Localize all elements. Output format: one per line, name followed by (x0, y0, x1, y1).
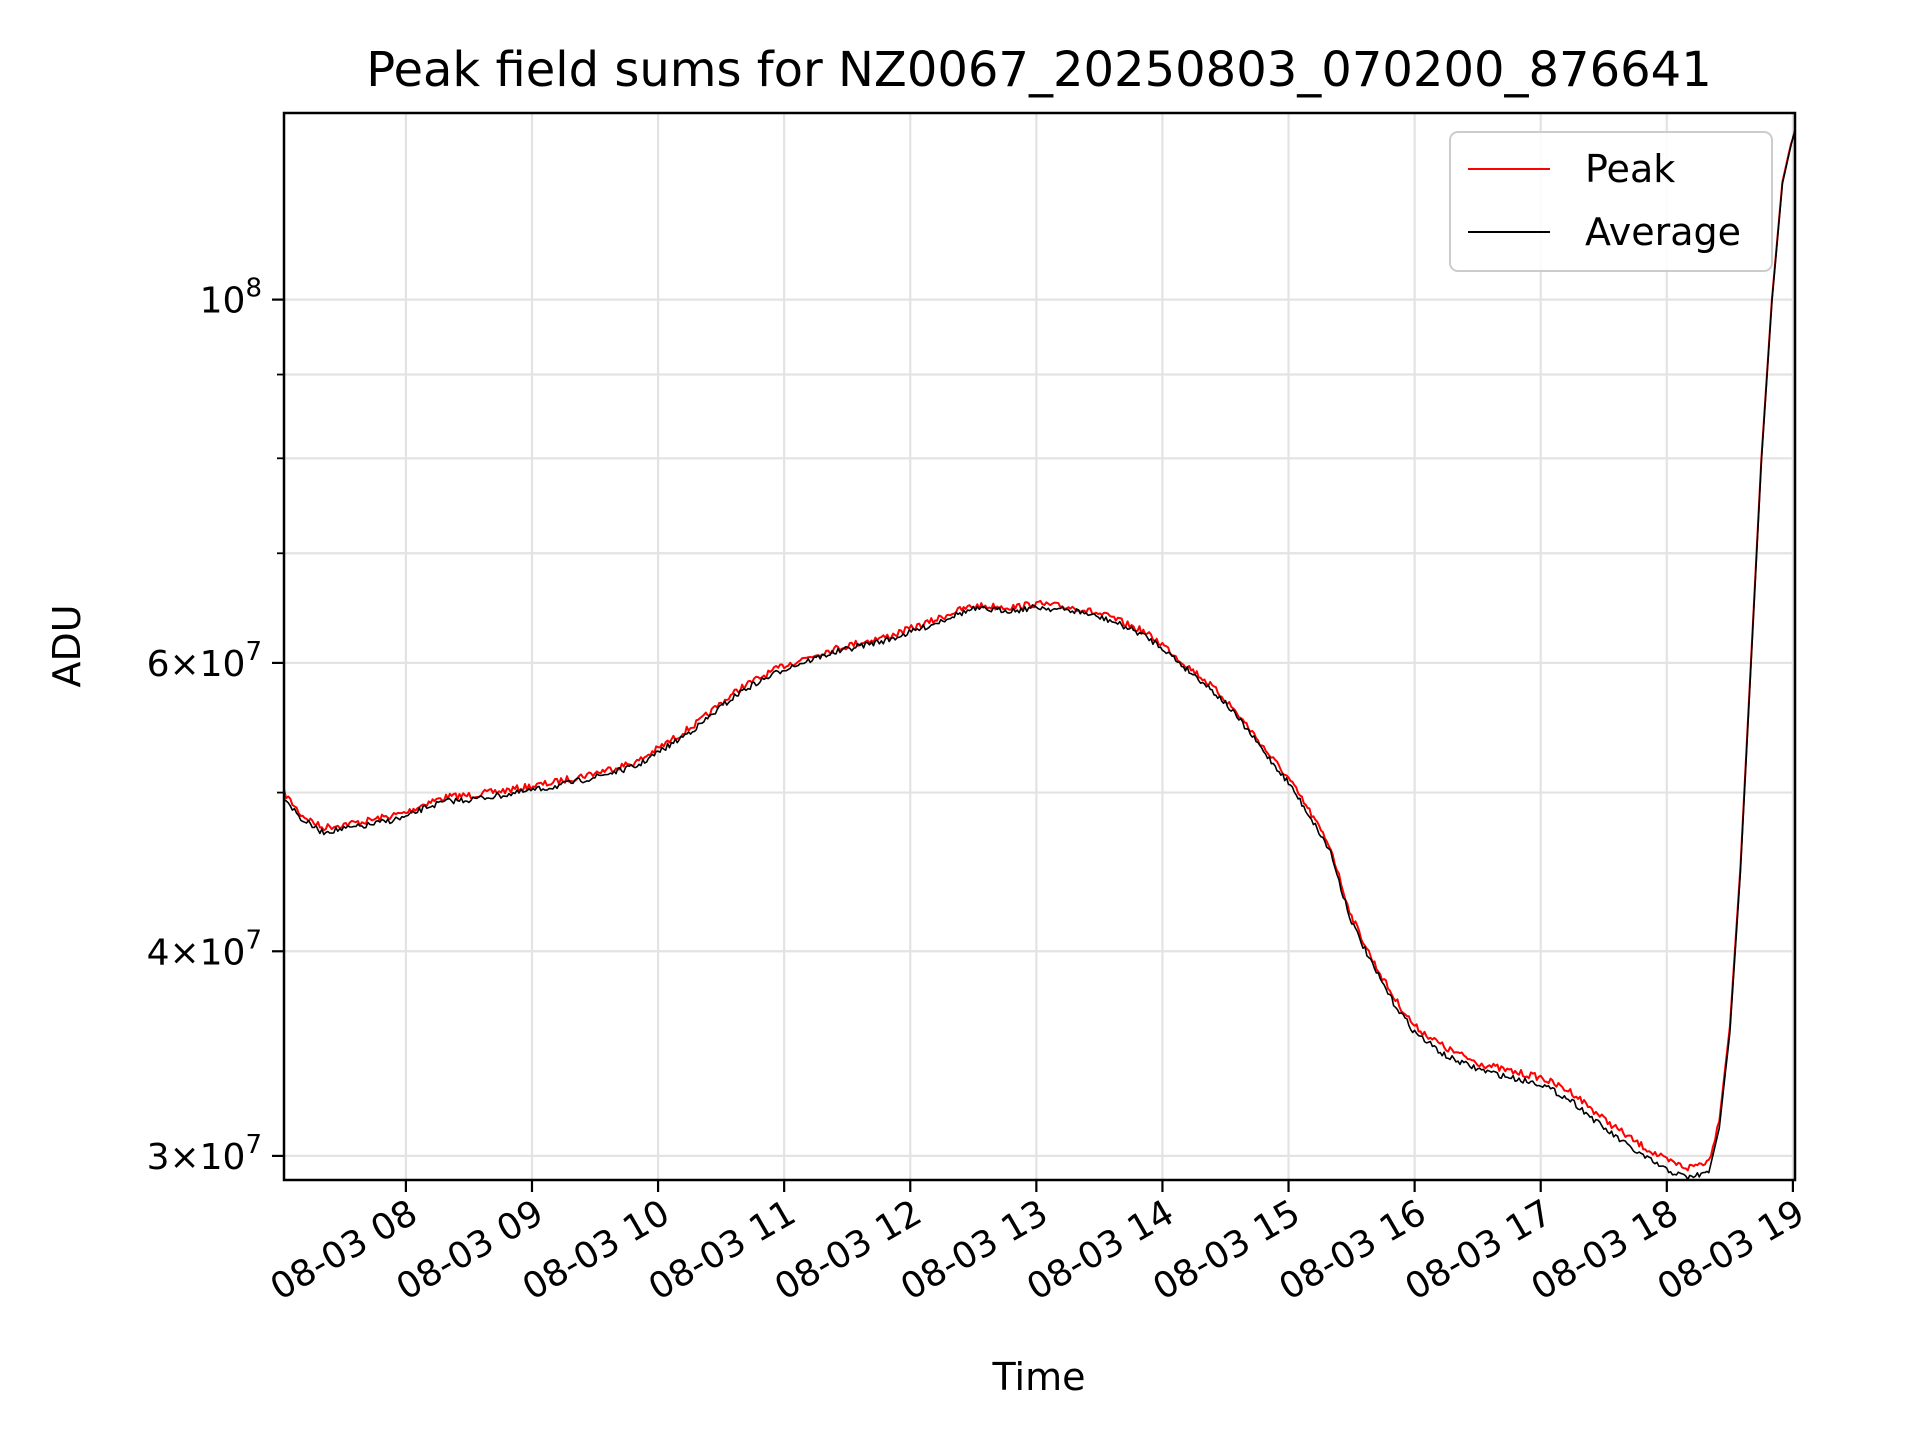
legend-label-peak: Peak (1585, 147, 1675, 191)
grid (284, 113, 1795, 1180)
legend-box (1449, 131, 1773, 272)
plot-frame (282, 111, 1797, 1182)
series-peak-line (283, 129, 1796, 1172)
plot-area (283, 129, 1796, 1181)
legend: Peak Average (1449, 131, 1773, 272)
legend-label-average: Average (1585, 210, 1741, 254)
y-axis-ticks: 3×107 4×107 6×107 108 (147, 274, 284, 1178)
series-average-line (283, 131, 1796, 1181)
chart-title: Peak field sums for NZ0067_20250803_0702… (366, 42, 1712, 98)
y-tick-label: 3×107 (147, 1130, 262, 1178)
y-tick-label: 4×107 (147, 925, 262, 973)
y-tick-label: 108 (200, 274, 262, 322)
y-axis-label: ADU (45, 604, 89, 687)
x-axis-label: Time (992, 1355, 1086, 1399)
y-tick-label: 6×107 (147, 637, 262, 685)
